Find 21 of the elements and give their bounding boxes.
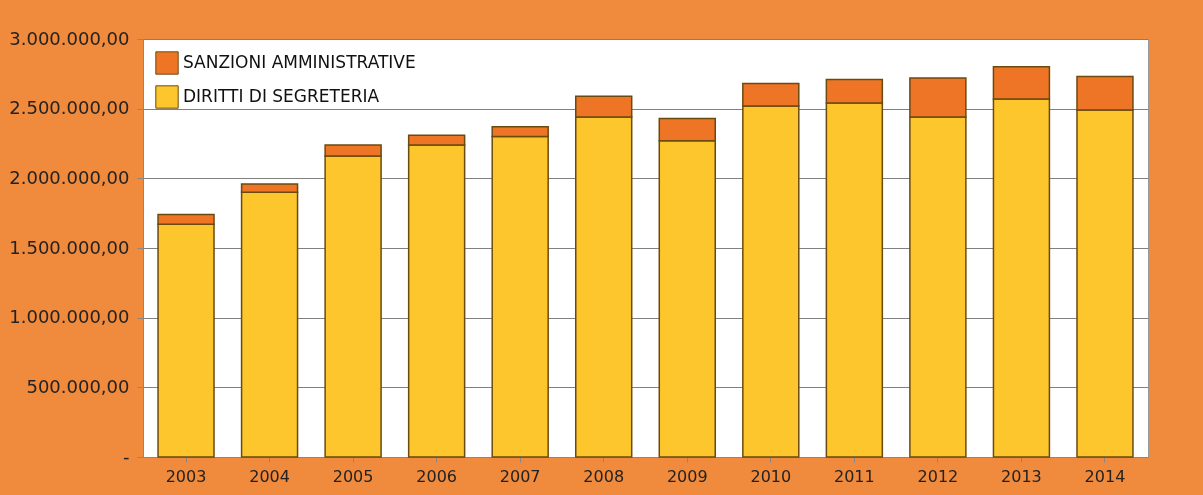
x-tick-label: 2014: [1084, 466, 1126, 486]
x-tick-label: 2004: [249, 466, 290, 486]
y-tick-label: 500.000,00: [26, 375, 130, 397]
x-tick-label: 2013: [1001, 466, 1042, 486]
x-tick-label: 2012: [917, 466, 959, 486]
y-tick-label: 2.000.000,00: [9, 166, 130, 188]
x-tick-label: 2006: [416, 466, 458, 486]
x-tick-label: 2010: [750, 466, 792, 486]
y-tick-label: 3.000.000,00: [9, 27, 130, 49]
x-tick-label: 2009: [666, 466, 708, 486]
x-tick-label: 2003: [165, 466, 207, 486]
x-tick-label: 2007: [499, 466, 541, 486]
legend-label: SANZIONI AMMINISTRATIVE: [183, 52, 416, 72]
x-tick-label: 2005: [332, 466, 374, 486]
x-tick-label: 2008: [583, 466, 625, 486]
y-tick-label: 1.000.000,00: [9, 306, 130, 328]
x-tick-label: 2011: [833, 466, 875, 486]
y-tick-label: 1.500.000,00: [9, 236, 130, 258]
y-tick-label: 2.500.000,00: [9, 97, 130, 119]
y-tick-label: -: [123, 445, 130, 467]
legend-label: DIRITTI DI SEGRETERIA: [183, 86, 380, 106]
